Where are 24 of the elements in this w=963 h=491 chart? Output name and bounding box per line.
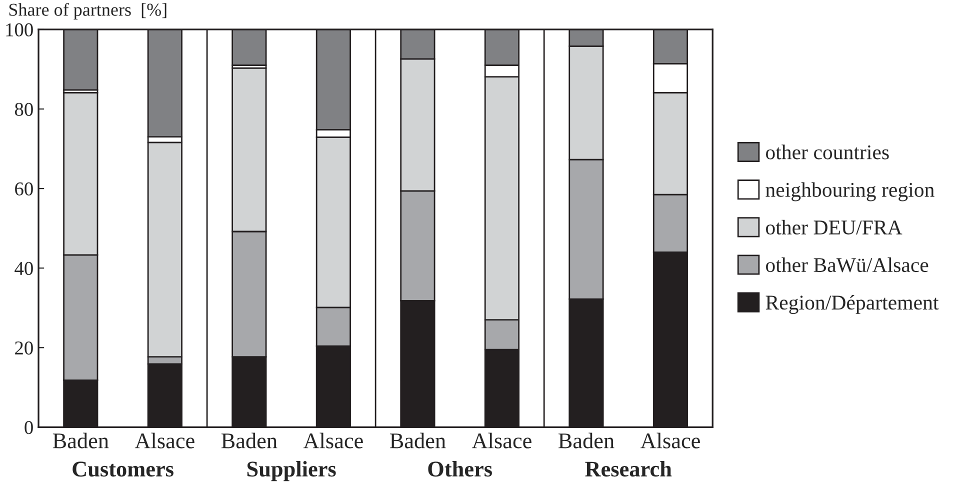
- legend-label: Region/Département: [766, 294, 939, 314]
- x-tick-label: Alsace: [134, 432, 194, 448]
- text: Others: [428, 460, 492, 477]
- y-tick-label: 100: [6, 23, 33, 36]
- y-tick-label: 80: [14, 102, 33, 116]
- x-tick-label: Alsace: [640, 432, 700, 448]
- legend-label: other countries: [766, 144, 889, 160]
- y-tick-label: 20: [15, 341, 33, 355]
- x-tick-label: Alsace: [472, 432, 532, 448]
- x-tick-label: Baden: [221, 432, 278, 448]
- legend-label: other DEU/FRA: [766, 220, 902, 235]
- text: Suppliers: [247, 460, 336, 482]
- y-tick-label: 40: [14, 262, 33, 276]
- y-tick-label: 60: [15, 182, 33, 196]
- legend-label: other BaWü/Alsace: [766, 257, 928, 272]
- x-tick-label: Baden: [390, 432, 446, 448]
- x-tick-label: Baden: [558, 432, 614, 448]
- x-tick-label: Baden: [52, 432, 109, 448]
- y-axis-title: Share of partners [%]: [9, 2, 166, 20]
- text: Research: [585, 460, 672, 477]
- y-tick-label: 0: [24, 420, 33, 434]
- legend-label: neighbouring region: [766, 182, 934, 202]
- text: Customers: [72, 462, 174, 477]
- x-tick-label: Alsace: [303, 432, 363, 448]
